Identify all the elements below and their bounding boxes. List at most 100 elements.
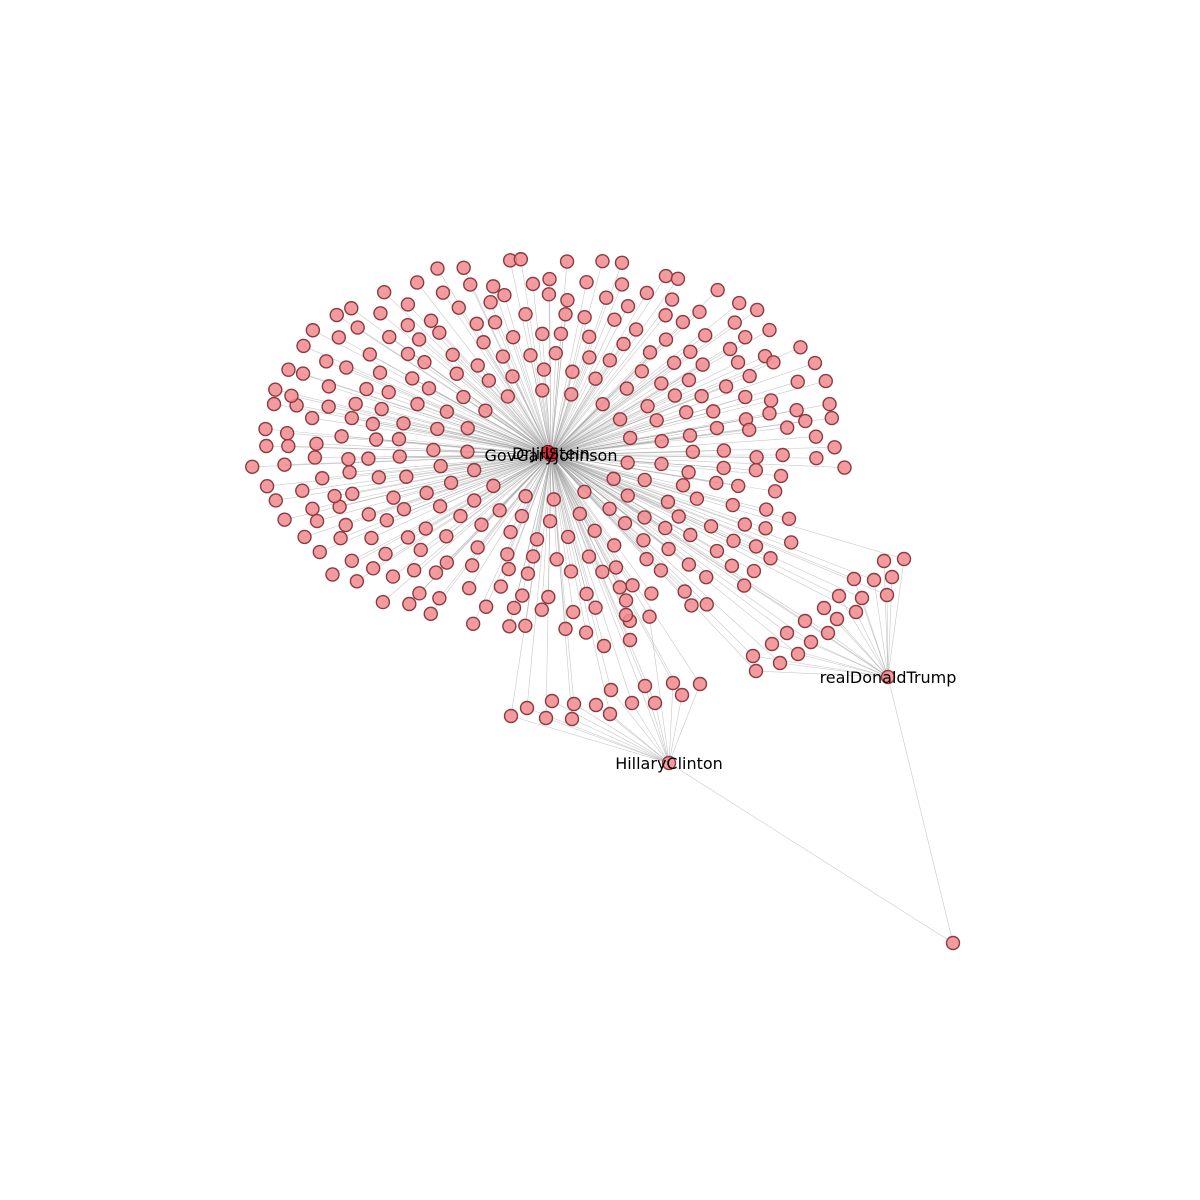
graph-node bbox=[419, 485, 434, 501]
edge-center bbox=[550, 454, 840, 597]
graph-node bbox=[541, 287, 557, 302]
graph-node bbox=[258, 421, 273, 437]
graph-node bbox=[505, 369, 520, 384]
edge-trump bbox=[836, 618, 889, 678]
graph-node bbox=[664, 292, 680, 307]
graph-node bbox=[325, 567, 340, 582]
edge-center bbox=[550, 454, 845, 468]
edge-center bbox=[382, 454, 552, 603]
edge-center bbox=[349, 454, 552, 473]
graph-node bbox=[342, 465, 357, 480]
edge-center bbox=[407, 324, 552, 456]
graph-node bbox=[824, 410, 839, 426]
graph-node bbox=[548, 345, 563, 361]
graph-node bbox=[599, 290, 614, 305]
graph-node bbox=[520, 566, 536, 581]
graph-node bbox=[624, 695, 640, 711]
graph-node bbox=[709, 420, 725, 436]
graph-node bbox=[559, 254, 575, 269]
graph-node bbox=[481, 373, 497, 388]
edge-center bbox=[550, 309, 758, 456]
graph-node bbox=[602, 706, 618, 722]
graph-node bbox=[483, 295, 498, 310]
edge-center bbox=[550, 362, 774, 456]
edge-center bbox=[550, 454, 733, 567]
graph-node bbox=[400, 530, 416, 545]
edge-center bbox=[490, 302, 552, 456]
edge-center bbox=[550, 394, 572, 456]
graph-node bbox=[695, 357, 710, 372]
graph-node bbox=[378, 546, 393, 562]
edge-center bbox=[550, 440, 662, 456]
graph-node bbox=[579, 586, 594, 602]
edge-trump bbox=[883, 560, 889, 678]
graph-node bbox=[783, 535, 799, 550]
graph-node bbox=[492, 503, 507, 518]
graph-node bbox=[731, 478, 746, 494]
graph-node bbox=[654, 376, 669, 391]
graph-node bbox=[612, 412, 628, 427]
edge-center bbox=[550, 420, 657, 456]
graph-node bbox=[698, 328, 713, 343]
graph-node bbox=[726, 533, 741, 549]
label-layer: GovGaryJohnson DrJillStein realDonaldTru… bbox=[485, 444, 957, 773]
graph-node bbox=[797, 613, 813, 629]
graph-node bbox=[445, 347, 460, 363]
edge-center bbox=[550, 371, 573, 456]
graph-node bbox=[309, 436, 324, 452]
graph-node bbox=[703, 519, 719, 534]
edge-center bbox=[521, 454, 552, 517]
graph-node bbox=[542, 513, 558, 529]
edge-center bbox=[504, 295, 552, 456]
edge-trump-isolated bbox=[887, 676, 954, 944]
graph-node bbox=[647, 695, 663, 711]
graph-node bbox=[525, 549, 541, 564]
graph-node bbox=[375, 594, 391, 610]
edge-hillary bbox=[545, 717, 670, 764]
graph-node bbox=[588, 371, 603, 386]
graph-node bbox=[746, 563, 762, 579]
edge-center bbox=[550, 454, 628, 463]
graph-node bbox=[503, 708, 519, 724]
graph-node bbox=[443, 475, 459, 490]
edge-trump bbox=[771, 643, 889, 678]
edge-center bbox=[550, 319, 615, 456]
graph-node bbox=[683, 527, 698, 543]
graph-node bbox=[453, 508, 468, 524]
graph-node bbox=[553, 326, 569, 341]
hub-node-HillaryClinton bbox=[661, 755, 677, 771]
edge-center bbox=[550, 419, 621, 456]
graph-node bbox=[637, 510, 652, 525]
graph-node bbox=[514, 508, 530, 524]
edge-center bbox=[483, 342, 552, 456]
graph-node bbox=[312, 544, 328, 560]
edge-center bbox=[548, 294, 552, 456]
graph-node bbox=[350, 320, 365, 335]
edge-center bbox=[284, 454, 552, 466]
graph-node bbox=[541, 589, 556, 605]
graph-node bbox=[525, 276, 541, 292]
edge-center bbox=[472, 454, 552, 624]
edge-center bbox=[379, 372, 552, 456]
graph-node bbox=[622, 430, 638, 446]
edge-trump bbox=[779, 662, 889, 678]
graph-node bbox=[412, 586, 427, 601]
edge-center bbox=[550, 454, 745, 525]
edge-center bbox=[440, 454, 552, 467]
edge-center bbox=[550, 454, 857, 613]
graph-node bbox=[766, 355, 781, 370]
graph-node bbox=[667, 388, 683, 403]
hub-label-HillaryClinton: HillaryClinton bbox=[615, 754, 723, 773]
graph-node bbox=[362, 347, 378, 362]
edge-center-hillary bbox=[550, 454, 670, 764]
graph-node bbox=[618, 593, 634, 608]
graph-node bbox=[564, 711, 580, 727]
graph-node bbox=[748, 663, 764, 679]
graph-node bbox=[400, 317, 415, 333]
edge-center bbox=[403, 454, 552, 510]
edge-hillary bbox=[571, 718, 670, 764]
graph-node bbox=[417, 354, 432, 370]
graph-node bbox=[319, 354, 334, 369]
graph-node bbox=[396, 502, 412, 517]
